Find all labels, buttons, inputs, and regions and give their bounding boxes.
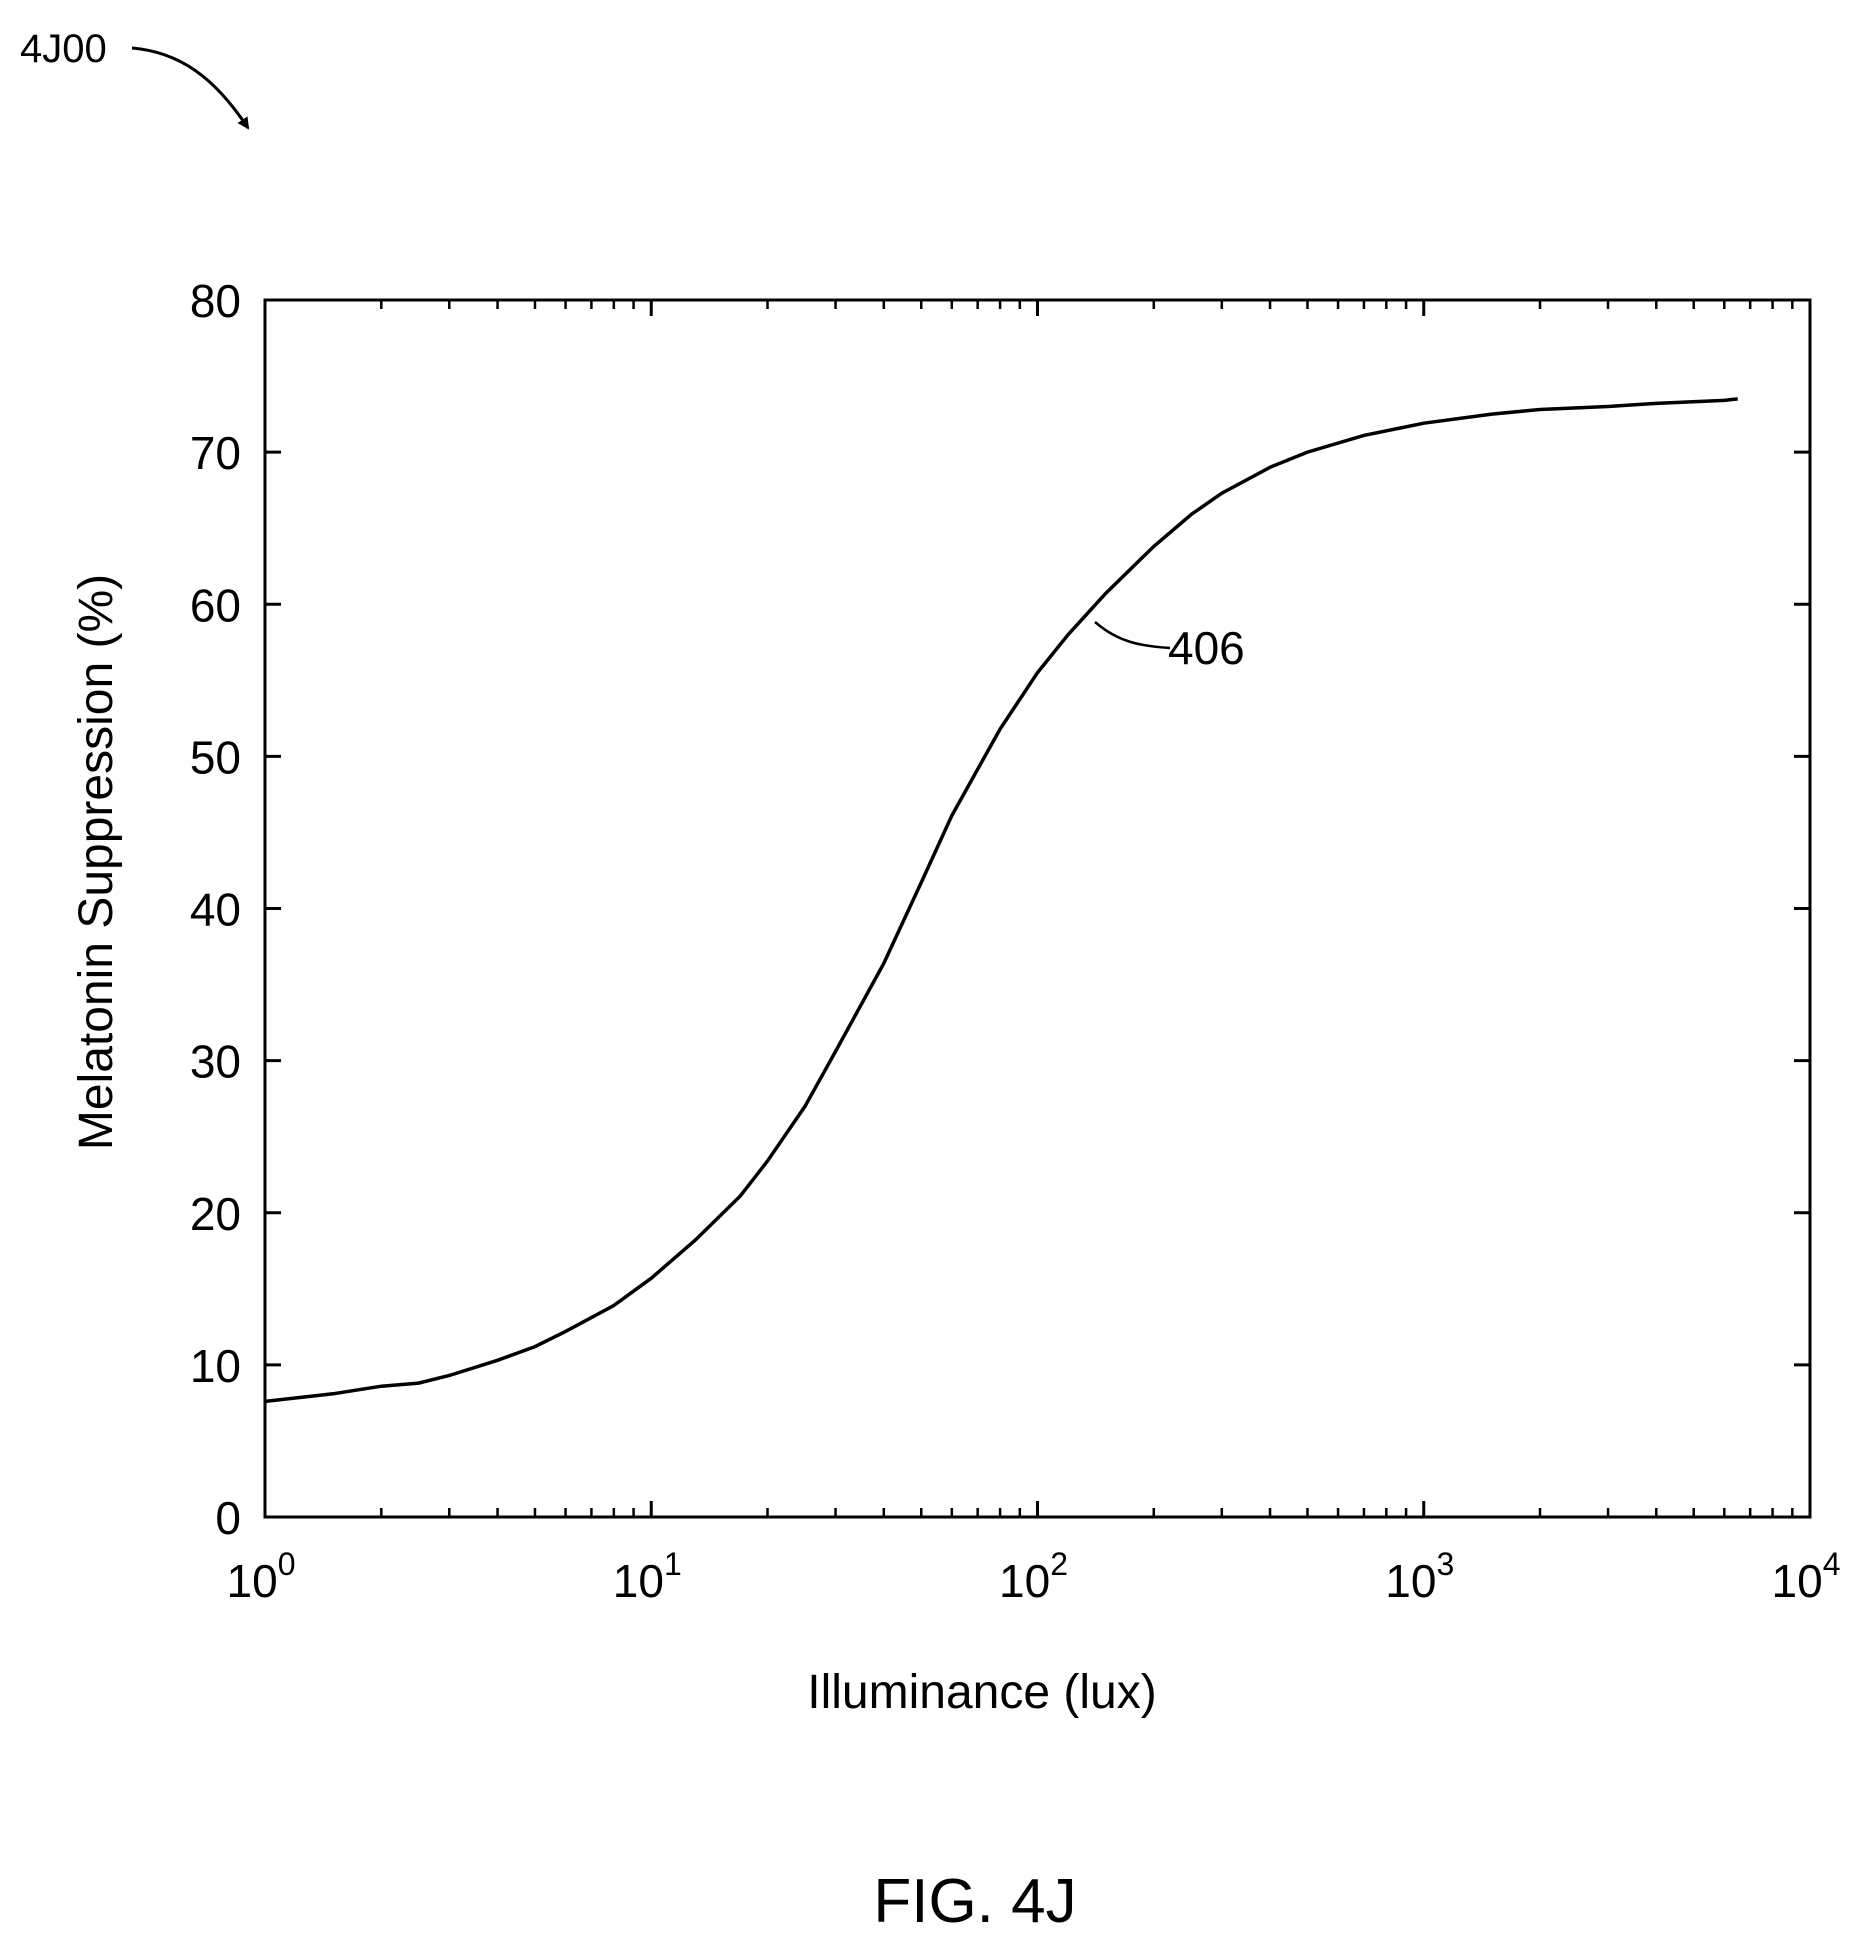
y-tick-label: 80 xyxy=(190,275,241,327)
reference-arrow xyxy=(131,46,250,130)
y-tick-label: 70 xyxy=(190,427,241,479)
plot-frame xyxy=(263,298,1812,1519)
x-tick-label: 101 xyxy=(613,1546,682,1607)
y-tick-label: 20 xyxy=(190,1188,241,1240)
y-tick-label: 50 xyxy=(190,731,241,783)
y-axis-ticks: 0 10 20 30 40 50 60 70 80 xyxy=(190,275,1810,1544)
y-tick-label: 10 xyxy=(190,1340,241,1392)
callout-leader xyxy=(1094,621,1171,650)
x-tick-label: 103 xyxy=(1385,1546,1454,1607)
x-tick-label: 102 xyxy=(999,1546,1068,1607)
y-tick-label: 60 xyxy=(190,579,241,631)
y-tick-label: 0 xyxy=(215,1492,241,1544)
y-tick-label: 30 xyxy=(190,1036,241,1088)
figure-caption: FIG. 4J xyxy=(873,1867,1076,1936)
series-line xyxy=(264,397,1738,1404)
y-tick-label: 40 xyxy=(190,884,241,936)
y-axis-label: Melatonin Suppression (%) xyxy=(70,574,123,1150)
x-axis-label: Illuminance (lux) xyxy=(807,1666,1156,1719)
x-tick-label: 104 xyxy=(1772,1546,1841,1607)
figure-reference-label: 4J00 xyxy=(20,27,107,71)
callout-label: 406 xyxy=(1168,622,1245,674)
x-tick-label: 100 xyxy=(227,1546,296,1607)
x-axis-ticks: 100 101 102 103 104 xyxy=(227,300,1841,1607)
